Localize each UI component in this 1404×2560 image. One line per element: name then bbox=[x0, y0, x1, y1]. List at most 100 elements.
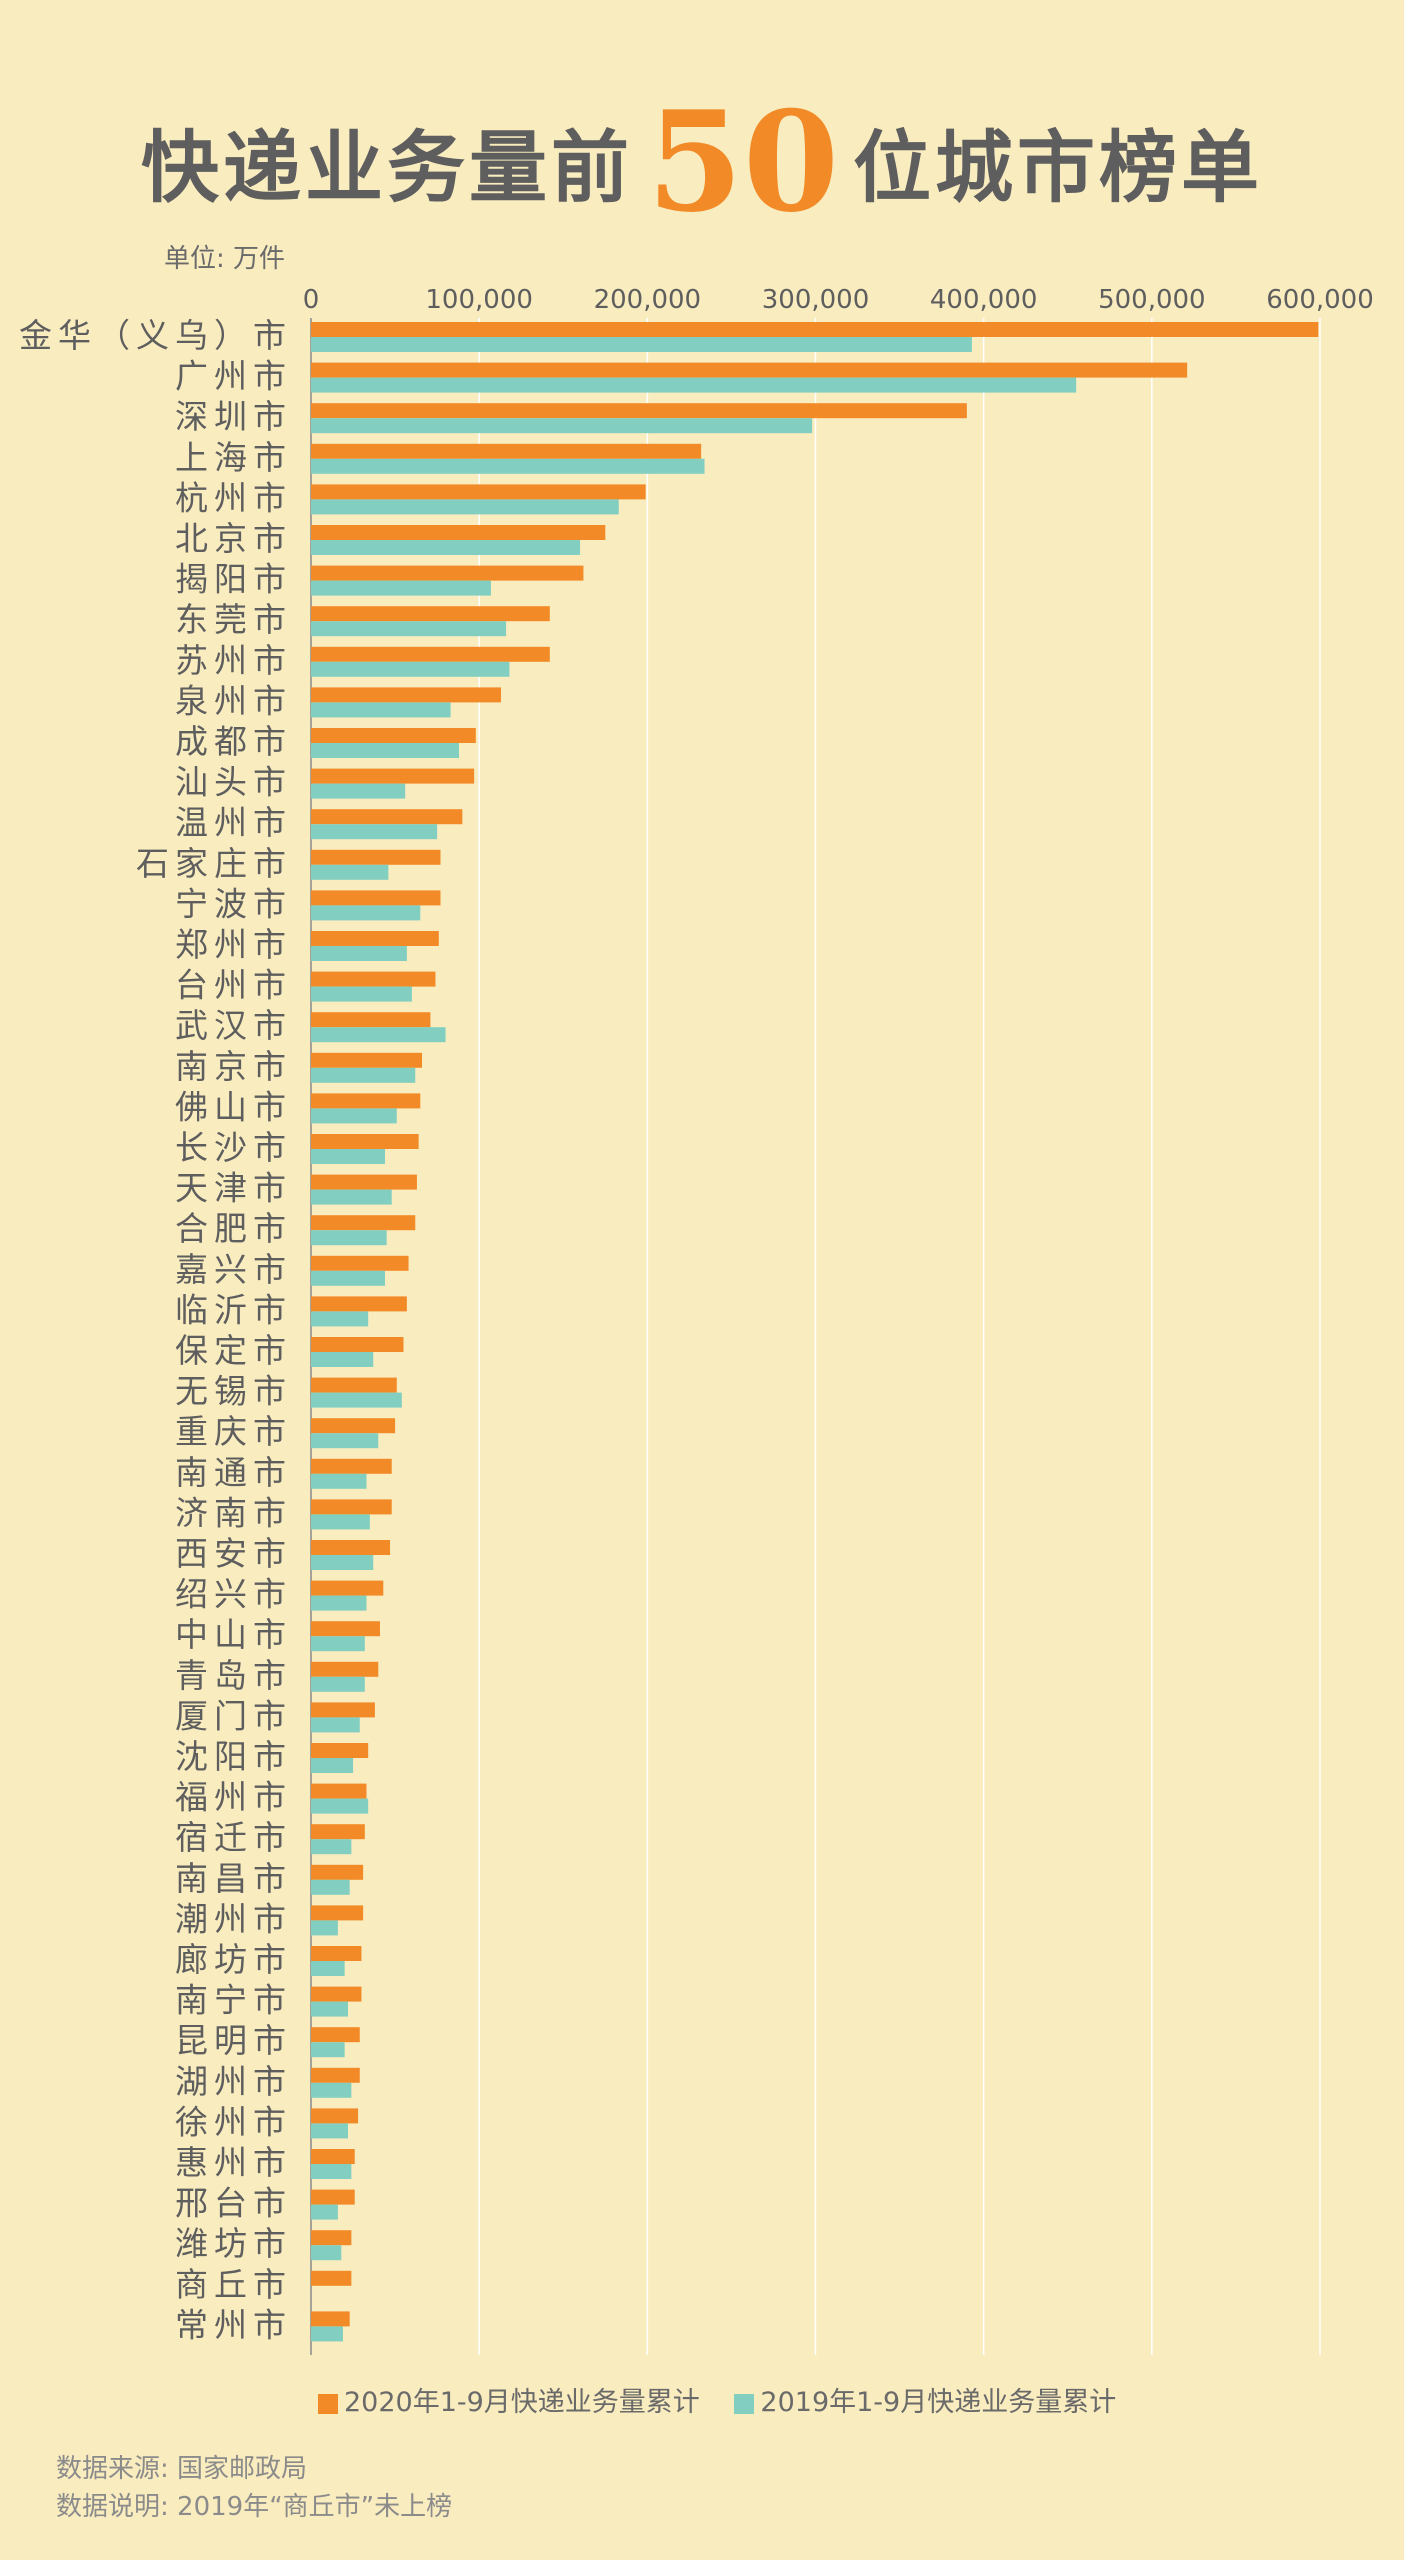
bar-2020 bbox=[311, 1012, 431, 1028]
bar-2020 bbox=[311, 2027, 360, 2043]
bar-2020 bbox=[311, 2311, 350, 2327]
bar-2020 bbox=[311, 484, 646, 500]
category-label: 潍坊市 bbox=[175, 2224, 292, 2263]
bar-2019 bbox=[311, 337, 972, 352]
bar-2019 bbox=[311, 986, 412, 1002]
category-label: 郑州市 bbox=[175, 925, 292, 964]
bar-2020 bbox=[311, 1905, 364, 1921]
x-tick-label: 0 bbox=[303, 285, 320, 315]
bar-2019 bbox=[311, 743, 459, 758]
bar-2020 bbox=[311, 1458, 392, 1474]
x-tick-label: 600,000 bbox=[1266, 285, 1374, 315]
category-label: 青岛市 bbox=[175, 1656, 292, 1695]
bar-2020 bbox=[311, 1093, 421, 1109]
bar-2019 bbox=[311, 1676, 365, 1692]
bar-2019 bbox=[311, 1555, 374, 1570]
bar-2020 bbox=[311, 1418, 396, 1434]
category-label: 临沂市 bbox=[175, 1290, 292, 1329]
category-label: 杭州市 bbox=[175, 478, 292, 517]
category-label: 佛山市 bbox=[175, 1087, 292, 1126]
category-label: 宁波市 bbox=[175, 884, 292, 923]
bar-2019 bbox=[311, 499, 619, 515]
x-tick-label: 100,000 bbox=[425, 285, 533, 315]
bar-2019 bbox=[311, 1839, 352, 1855]
bar-2020 bbox=[311, 1052, 422, 1068]
category-label: 西安市 bbox=[175, 1534, 292, 1573]
bar-2020 bbox=[311, 1377, 397, 1393]
category-label: 济南市 bbox=[175, 1493, 292, 1532]
bar-2020 bbox=[311, 1296, 407, 1312]
bar-2020 bbox=[311, 1621, 380, 1637]
bar-2020 bbox=[311, 687, 502, 703]
data-note-line: 数据说明: 2019年“商丘市”未上榜 bbox=[56, 2492, 453, 2522]
bar-2019 bbox=[311, 1027, 446, 1043]
bar-2020 bbox=[311, 1499, 392, 1515]
category-label: 台州市 bbox=[175, 966, 292, 1005]
category-label: 廊坊市 bbox=[175, 1940, 292, 1979]
category-label: 金华（义乌）市 bbox=[19, 316, 292, 355]
bar-2020 bbox=[311, 1337, 404, 1352]
bar-2019 bbox=[311, 905, 421, 921]
legend-label-2020: 2020年1-9月快递业务量累计 bbox=[344, 2387, 700, 2418]
bar-2020 bbox=[311, 2270, 352, 2286]
bar-2019 bbox=[311, 1067, 416, 1083]
bar-2020 bbox=[311, 809, 463, 825]
bar-2019 bbox=[311, 2204, 338, 2220]
bar-2020 bbox=[311, 646, 550, 662]
bar-2019 bbox=[311, 1270, 385, 1286]
bar-2019 bbox=[311, 2001, 348, 2017]
bar-2020 bbox=[311, 1986, 362, 2002]
bar-2019 bbox=[311, 2164, 352, 2179]
category-label: 保定市 bbox=[175, 1331, 292, 1370]
bar-2020 bbox=[311, 849, 441, 865]
legend-label-2019: 2019年1-9月快递业务量累计 bbox=[760, 2387, 1117, 2418]
bar-2019 bbox=[311, 1149, 385, 1164]
bar-2019 bbox=[311, 580, 491, 596]
legend: 2020年1-9月快递业务量累计 2019年1-9月快递业务量累计 bbox=[318, 2380, 1142, 2419]
category-label: 邢台市 bbox=[175, 2184, 292, 2223]
category-label: 东莞市 bbox=[175, 600, 292, 639]
bar-2020 bbox=[311, 565, 584, 581]
category-label: 武汉市 bbox=[175, 1006, 292, 1045]
category-label: 成都市 bbox=[175, 722, 292, 761]
bar-2020 bbox=[311, 1864, 364, 1880]
bar-2019 bbox=[311, 377, 1077, 393]
bar-2020 bbox=[311, 768, 475, 784]
category-label: 苏州市 bbox=[175, 641, 292, 680]
category-label: 北京市 bbox=[175, 519, 292, 558]
bar-2020 bbox=[311, 1580, 384, 1596]
source-line: 数据来源: 国家邮政局 bbox=[56, 2454, 308, 2484]
category-label: 徐州市 bbox=[175, 2102, 292, 2141]
bar-2019 bbox=[311, 661, 510, 677]
category-label: 宿迁市 bbox=[175, 1818, 292, 1857]
bar-2019 bbox=[311, 1798, 369, 1814]
category-label: 南通市 bbox=[175, 1453, 292, 1492]
bar-2019 bbox=[311, 1595, 367, 1611]
bar-chart: 0 100,000 200,000 300,000 400,000 500,000 600,… bbox=[19, 285, 1374, 2355]
bar-2020 bbox=[311, 890, 441, 906]
bar-2019 bbox=[311, 824, 438, 840]
bar-2020 bbox=[311, 606, 550, 622]
bar-2020 bbox=[311, 728, 476, 743]
bar-2020 bbox=[311, 1174, 417, 1190]
title-prefix: 快递业务量前 bbox=[140, 123, 633, 214]
bar-2020 bbox=[311, 1783, 367, 1799]
bar-2019 bbox=[311, 2123, 348, 2139]
bar-2019 bbox=[311, 783, 406, 799]
category-label: 汕头市 bbox=[175, 763, 292, 802]
bar-2019 bbox=[311, 1920, 338, 1936]
bar-2020 bbox=[311, 2149, 355, 2164]
bar-2020 bbox=[311, 1255, 409, 1271]
bar-2020 bbox=[311, 2230, 352, 2246]
bar-2019 bbox=[311, 2082, 352, 2098]
category-label: 沈阳市 bbox=[175, 1737, 292, 1776]
bar-2019 bbox=[311, 2326, 343, 2342]
bar-2019 bbox=[311, 418, 813, 434]
title-number: 50 bbox=[646, 80, 840, 243]
bar-2019 bbox=[311, 946, 407, 961]
bar-2020 bbox=[311, 2067, 360, 2083]
bar-2020 bbox=[311, 1824, 365, 1840]
bar-2020 bbox=[311, 362, 1188, 378]
bar-2019 bbox=[311, 1473, 367, 1489]
bar-2019 bbox=[311, 1758, 354, 1773]
